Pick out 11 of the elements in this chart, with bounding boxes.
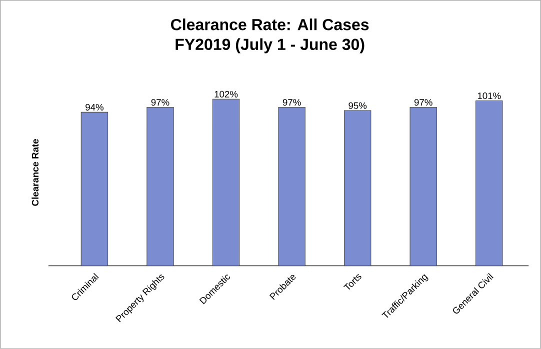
data-label: 97% <box>282 99 301 106</box>
data-label: 97% <box>414 99 432 106</box>
data-label: 101% <box>478 92 501 100</box>
data-label: 95% <box>348 102 367 109</box>
x-tick-label: Torts <box>343 274 362 290</box>
data-label: 97% <box>151 99 170 106</box>
data-label: 102% <box>214 90 238 98</box>
chart-title: Clearance Rate: All Cases <box>170 18 369 30</box>
y-axis-title: Clearance Rate <box>32 139 39 206</box>
chart-subtitle: FY2019 (July 1 - June 30) <box>176 38 364 54</box>
data-label: 94% <box>86 104 104 111</box>
